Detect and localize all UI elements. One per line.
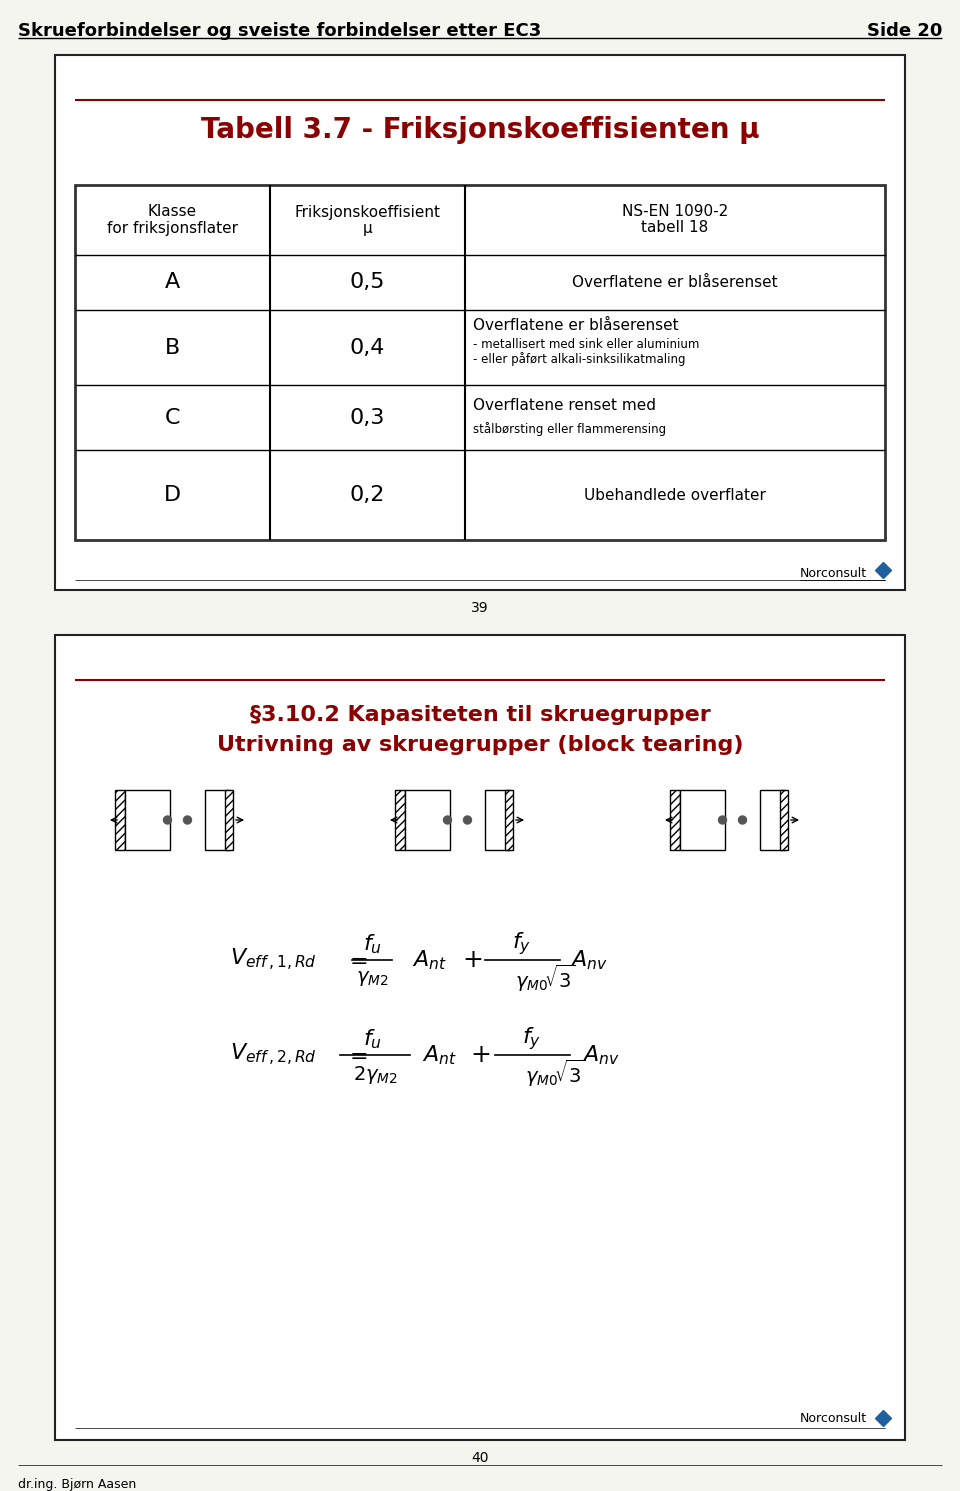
Text: A: A bbox=[165, 273, 180, 292]
Text: stålbørsting eller flammerensing: stålbørsting eller flammerensing bbox=[473, 422, 666, 437]
Circle shape bbox=[738, 816, 747, 825]
Text: 40: 40 bbox=[471, 1451, 489, 1466]
Bar bbox=[405, 790, 450, 850]
Text: 0,3: 0,3 bbox=[349, 407, 385, 428]
Circle shape bbox=[444, 816, 451, 825]
Text: $A_{nv}$: $A_{nv}$ bbox=[570, 948, 608, 972]
Text: Overflatene er blåserenset: Overflatene er blåserenset bbox=[473, 318, 679, 332]
Text: $f_y$: $f_y$ bbox=[513, 930, 532, 957]
Text: 0,5: 0,5 bbox=[349, 273, 385, 292]
Bar bbox=[115, 790, 125, 850]
Text: $+$: $+$ bbox=[469, 1044, 491, 1068]
Bar bbox=[55, 55, 905, 590]
Text: $V_{eff\,,2,Rd}$: $V_{eff\,,2,Rd}$ bbox=[230, 1042, 317, 1068]
Text: 39: 39 bbox=[471, 601, 489, 614]
Bar bbox=[225, 790, 233, 850]
Circle shape bbox=[718, 816, 727, 825]
Text: $2\gamma_{M2}$: $2\gamma_{M2}$ bbox=[352, 1065, 397, 1085]
Circle shape bbox=[183, 816, 191, 825]
Text: $\gamma_{M2}$: $\gamma_{M2}$ bbox=[356, 969, 388, 987]
Bar bbox=[125, 790, 170, 850]
Text: $V_{eff\,,1,Rd}$: $V_{eff\,,1,Rd}$ bbox=[230, 947, 317, 974]
Text: Tabell 3.7 - Friksjonskoeffisienten μ: Tabell 3.7 - Friksjonskoeffisienten μ bbox=[201, 116, 759, 145]
Text: $\gamma_{M0}\!\sqrt{3}$: $\gamma_{M0}\!\sqrt{3}$ bbox=[525, 1057, 586, 1088]
Circle shape bbox=[163, 816, 172, 825]
Text: for friksjonsflater: for friksjonsflater bbox=[107, 221, 238, 236]
Text: $A_{nv}$: $A_{nv}$ bbox=[582, 1044, 619, 1066]
Text: $A_{nt}$: $A_{nt}$ bbox=[422, 1044, 457, 1066]
Text: $A_{nt}$: $A_{nt}$ bbox=[412, 948, 446, 972]
Text: $f_u$: $f_u$ bbox=[363, 1027, 381, 1051]
Text: μ: μ bbox=[363, 221, 372, 236]
Text: Side 20: Side 20 bbox=[867, 22, 942, 40]
Bar bbox=[205, 790, 230, 850]
Text: NS-EN 1090-2: NS-EN 1090-2 bbox=[622, 204, 728, 219]
Text: D: D bbox=[164, 485, 181, 505]
Bar bbox=[55, 635, 905, 1440]
Text: Utrivning av skruegrupper (block tearing): Utrivning av skruegrupper (block tearing… bbox=[217, 735, 743, 754]
Text: - eller påført alkali-sinksilikatmaling: - eller påført alkali-sinksilikatmaling bbox=[473, 352, 685, 365]
Text: Overflatene renset med: Overflatene renset med bbox=[473, 398, 656, 413]
Text: $\gamma_{M0}\!\sqrt{3}$: $\gamma_{M0}\!\sqrt{3}$ bbox=[515, 962, 575, 993]
Text: Overflatene er blåserenset: Overflatene er blåserenset bbox=[572, 274, 778, 291]
Text: §3.10.2 Kapasiteten til skruegrupper: §3.10.2 Kapasiteten til skruegrupper bbox=[250, 705, 710, 725]
Text: Friksjonskoeffisient: Friksjonskoeffisient bbox=[295, 204, 441, 219]
Bar bbox=[760, 790, 785, 850]
Text: B: B bbox=[165, 337, 180, 358]
Bar bbox=[485, 790, 510, 850]
Text: 0,4: 0,4 bbox=[349, 337, 385, 358]
Text: $f_u$: $f_u$ bbox=[363, 932, 381, 956]
Text: $=$: $=$ bbox=[345, 950, 368, 971]
Bar bbox=[670, 790, 680, 850]
Text: $f_y$: $f_y$ bbox=[522, 1026, 541, 1053]
Bar bbox=[395, 790, 405, 850]
Bar bbox=[680, 790, 725, 850]
Text: C: C bbox=[165, 407, 180, 428]
Text: dr.ing. Bjørn Aasen: dr.ing. Bjørn Aasen bbox=[18, 1478, 136, 1491]
Bar bbox=[505, 790, 513, 850]
Text: 0,2: 0,2 bbox=[349, 485, 385, 505]
Text: Norconsult: Norconsult bbox=[800, 1412, 867, 1425]
Bar bbox=[75, 185, 885, 540]
Bar bbox=[780, 790, 788, 850]
Text: Klasse: Klasse bbox=[148, 204, 197, 219]
Text: $+$: $+$ bbox=[462, 948, 482, 972]
Text: Ubehandlede overflater: Ubehandlede overflater bbox=[584, 488, 766, 502]
Circle shape bbox=[464, 816, 471, 825]
Text: Norconsult: Norconsult bbox=[800, 567, 867, 580]
Text: $=$: $=$ bbox=[345, 1045, 368, 1065]
Text: tabell 18: tabell 18 bbox=[641, 221, 708, 236]
Text: Skrueforbindelser og sveiste forbindelser etter EC3: Skrueforbindelser og sveiste forbindelse… bbox=[18, 22, 541, 40]
Text: - metallisert med sink eller aluminium: - metallisert med sink eller aluminium bbox=[473, 338, 700, 350]
